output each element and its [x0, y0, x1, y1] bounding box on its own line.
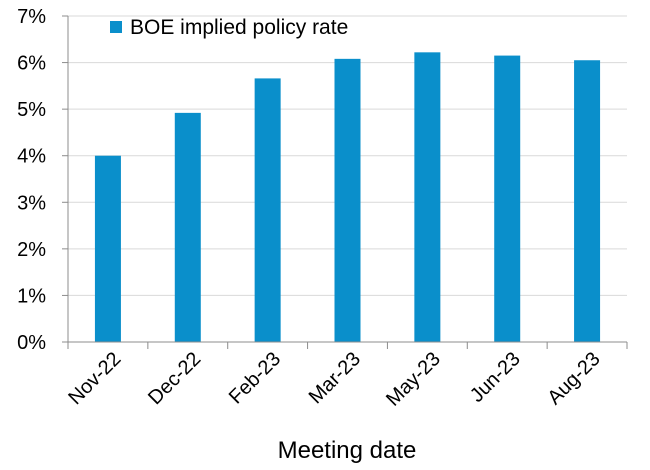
- y-tick-label: 5%: [17, 99, 46, 121]
- x-tick-label: Feb-23: [225, 348, 285, 408]
- x-tick-labels: Nov-22 Dec-22 Feb-23 Mar-23 May-23 Jun-23 Aug-…: [64, 348, 604, 411]
- y-tick-label: 3%: [17, 192, 46, 214]
- x-tick-label: Aug-23: [543, 348, 604, 409]
- x-tick-label: Dec-22: [144, 348, 205, 409]
- legend-label: BOE implied policy rate: [130, 16, 348, 39]
- bars: [94, 52, 601, 343]
- bar-feb-23: [254, 78, 281, 343]
- y-tick-label: 2%: [17, 239, 46, 261]
- y-tick-label: 1%: [17, 285, 46, 307]
- bar-nov-22: [94, 155, 121, 342]
- bar-dec-22: [174, 112, 201, 343]
- x-tick-label: Mar-23: [305, 348, 365, 408]
- bar-jun-23: [494, 55, 521, 342]
- x-tick-label: Nov-22: [64, 348, 125, 409]
- x-tick-label: May-23: [382, 348, 445, 411]
- x-axis-title: Meeting date: [278, 437, 417, 464]
- bar-may-23: [414, 52, 441, 342]
- y-tick-label: 7%: [17, 6, 46, 28]
- y-tick-label: 0%: [17, 332, 46, 354]
- y-tick-labels: 0% 1% 2% 3% 4% 5% 6% 7%: [17, 6, 46, 354]
- y-tick-label: 6%: [17, 53, 46, 75]
- bar-mar-23: [334, 58, 361, 343]
- x-tick-label: Jun-23: [466, 348, 525, 407]
- bar-aug-23: [574, 60, 601, 342]
- y-tick-label: 4%: [17, 146, 46, 168]
- legend: BOE implied policy rate: [110, 16, 348, 39]
- legend-swatch: [110, 21, 122, 33]
- axes: [62, 15, 628, 349]
